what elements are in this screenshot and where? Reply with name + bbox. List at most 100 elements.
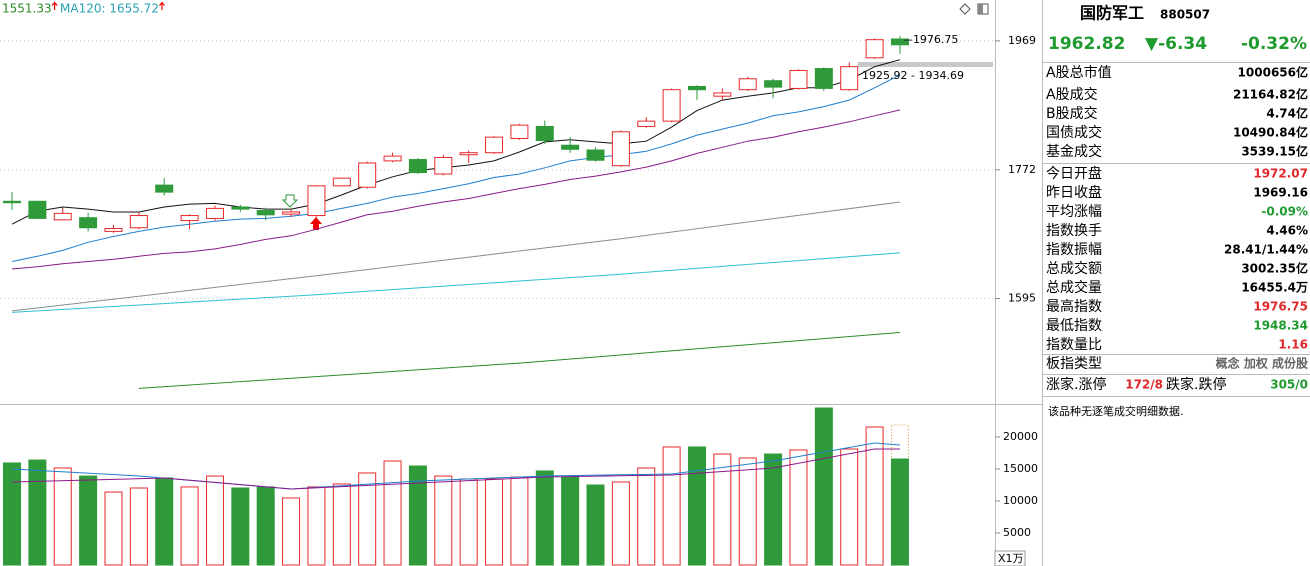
candle-body [890,38,909,46]
volume-bar [53,467,72,566]
candle-body [459,152,478,156]
y-tick-label: 1969 [1008,34,1036,47]
ma-line [11,109,901,270]
candle-body [53,212,72,221]
candle-body [485,136,504,154]
row-label: 板指类型 [1046,356,1102,372]
row-value: 1972.07 [1253,167,1308,181]
row-value: 10490.84亿 [1233,125,1308,140]
row-label: 最低指数 [1046,318,1102,334]
index-change: ▼-6.34 [1145,34,1207,54]
candle-body [840,66,859,91]
volume-bar [231,487,250,566]
row-label: 基金成交 [1046,143,1102,160]
volume-bar [611,481,630,566]
volume-bar [789,449,808,566]
volume-bar [79,475,98,566]
volume-bar [28,459,47,566]
row-label: A股成交 [1046,86,1098,103]
ma250-label: 1551.33 [2,2,52,16]
row-value: -0.09% [1261,205,1308,219]
candle-body [3,200,21,204]
ma-line [11,201,901,312]
up-label: 涨家.涨停 [1046,376,1106,393]
volume-bar [459,478,478,566]
row-label: 指数量比 [1046,337,1102,353]
y-tick-label: 10000 [1003,494,1038,507]
volume-bar [586,484,605,566]
volume-bar [180,486,199,566]
candle-body [28,200,47,219]
row-value: 1.16 [1278,338,1308,352]
volume-bar [155,477,174,566]
volume-bar [561,476,580,566]
ma120-label: MA120: 1655.72 [60,2,159,16]
candle-body [332,177,351,187]
volume-bar [358,472,377,566]
candle-body [637,120,656,127]
ma-line [11,59,901,225]
row-label: 总成交额 [1046,260,1102,277]
volume-bar [687,446,706,566]
row-value: 1948.34 [1253,319,1308,333]
volume-bar [282,497,301,566]
candle-body [738,78,757,91]
row-label: 昨日收盘 [1046,184,1102,201]
volume-bar [205,475,224,566]
candle-body [79,217,98,229]
rise-arrow [158,1,165,10]
candle-body [383,155,402,162]
note: 该品种无逐笔成交明细数据. [1048,404,1184,418]
candle-body [687,85,706,91]
row-value: 概念 加权 成份股 [1216,356,1309,371]
volume-bar [408,465,427,566]
volume-bar [104,491,123,566]
tool-icon[interactable] [959,3,971,15]
index-code: 880507 [1160,8,1210,22]
volume-bar [738,457,757,566]
down-value: 305/0 [1270,378,1308,392]
row-label: 今日开盘 [1046,165,1102,182]
gap-band [858,62,993,67]
candle-body [586,149,605,161]
volume-bar [713,453,732,566]
row-value: 4.74亿 [1266,106,1308,121]
y-tick-label: 1595 [1008,292,1036,305]
volume-bar [307,486,326,566]
candle-body [256,210,275,216]
index-price: 1962.82 [1048,34,1125,54]
ma-line [11,448,900,490]
y-tick-label: 1772 [1008,163,1036,176]
volume-bar [865,426,884,566]
candle-body [282,211,301,215]
candle-body [611,131,630,167]
candle-body [789,69,808,89]
candle-body [231,206,250,210]
buy-signal [310,217,322,230]
candle-body [180,215,199,222]
volume-bar [256,486,275,566]
candle-body [764,80,783,88]
y-tick-label: 15000 [1003,462,1038,475]
volume-bar [3,462,21,566]
volume-bar [383,460,402,566]
candle-body [535,125,554,142]
candle-body [434,156,453,175]
volume-bar [662,446,681,566]
row-value: 16455.4万 [1241,281,1308,295]
ma-line [11,74,901,262]
row-label: 最高指数 [1046,298,1102,315]
volume-bar [890,458,909,566]
candle-body [510,124,529,139]
row-label: 总成交量 [1046,279,1102,296]
y-tick-label: 20000 [1003,430,1038,443]
volume-bar [332,483,351,566]
row-value: 3539.15亿 [1241,144,1308,159]
row-label: 国债成交 [1046,124,1102,141]
row-label: 指数振幅 [1046,242,1102,258]
rise-arrow [51,1,58,10]
volume-bar [129,487,148,566]
row-value: 4.46% [1266,224,1308,238]
row-value: 3002.35亿 [1241,261,1308,276]
